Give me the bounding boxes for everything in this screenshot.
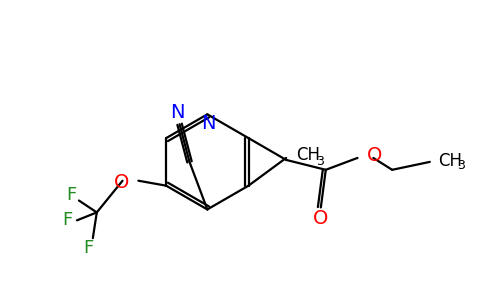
Text: 3: 3 xyxy=(316,155,324,168)
Text: F: F xyxy=(66,186,76,204)
Text: N: N xyxy=(201,114,215,133)
Text: N: N xyxy=(170,103,185,122)
Text: O: O xyxy=(366,146,382,165)
Text: 3: 3 xyxy=(457,159,466,172)
Text: CH: CH xyxy=(438,152,462,170)
Text: F: F xyxy=(62,211,72,229)
Text: O: O xyxy=(114,173,130,192)
Text: O: O xyxy=(313,209,329,228)
Text: CH: CH xyxy=(296,146,320,164)
Text: F: F xyxy=(84,239,94,257)
